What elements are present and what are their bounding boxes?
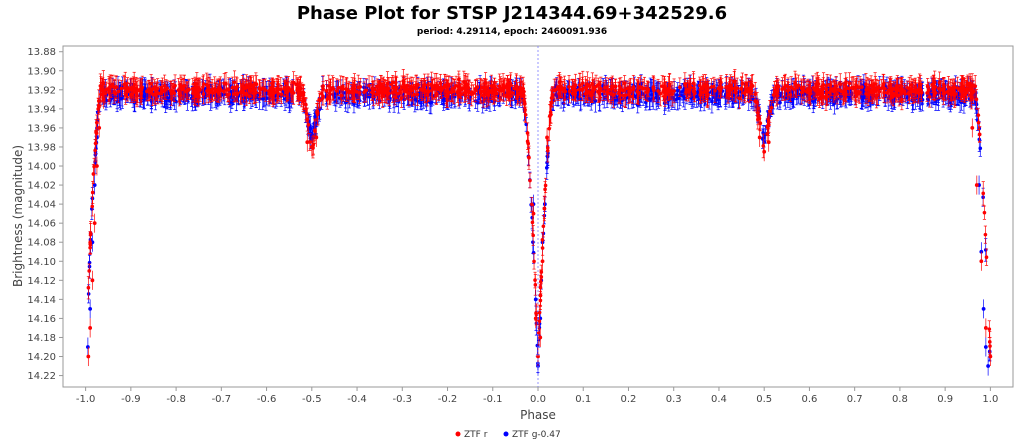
data-point <box>390 91 395 95</box>
data-point <box>778 100 782 105</box>
data-point <box>981 306 986 311</box>
data-point <box>712 94 717 99</box>
data-point <box>796 83 801 88</box>
data-point <box>578 96 583 101</box>
data-point <box>334 89 339 93</box>
series-ztf-r <box>86 69 993 367</box>
data-point <box>983 345 988 349</box>
data-point <box>331 93 335 97</box>
data-point <box>674 93 679 97</box>
data-point <box>533 297 538 302</box>
data-point <box>978 146 983 151</box>
data-point <box>544 166 549 170</box>
data-point <box>561 101 566 106</box>
data-point <box>484 97 488 101</box>
data-point <box>716 97 721 102</box>
data-point <box>308 126 313 131</box>
chart-title: Phase Plot for STSP J214344.69+342529.6 <box>297 3 727 24</box>
data-point <box>524 122 529 127</box>
data-point <box>141 97 146 101</box>
chart-subtitle: period: 4.29114, epoch: 2460091.936 <box>417 27 607 37</box>
data-point <box>984 255 989 260</box>
data-point <box>288 99 292 103</box>
data-point <box>769 105 774 110</box>
data-point <box>788 92 793 97</box>
data-layer <box>85 69 993 376</box>
data-point <box>87 260 92 265</box>
data-point <box>367 95 372 99</box>
data-point <box>90 204 95 209</box>
data-point <box>528 178 532 183</box>
data-point <box>174 99 178 104</box>
data-point <box>779 91 784 96</box>
data-point <box>88 306 93 311</box>
data-point <box>986 364 991 368</box>
data-point <box>658 91 663 96</box>
data-point <box>543 183 548 188</box>
data-point <box>92 183 97 187</box>
data-point <box>85 345 90 349</box>
data-point <box>639 81 643 86</box>
data-point <box>673 98 677 102</box>
